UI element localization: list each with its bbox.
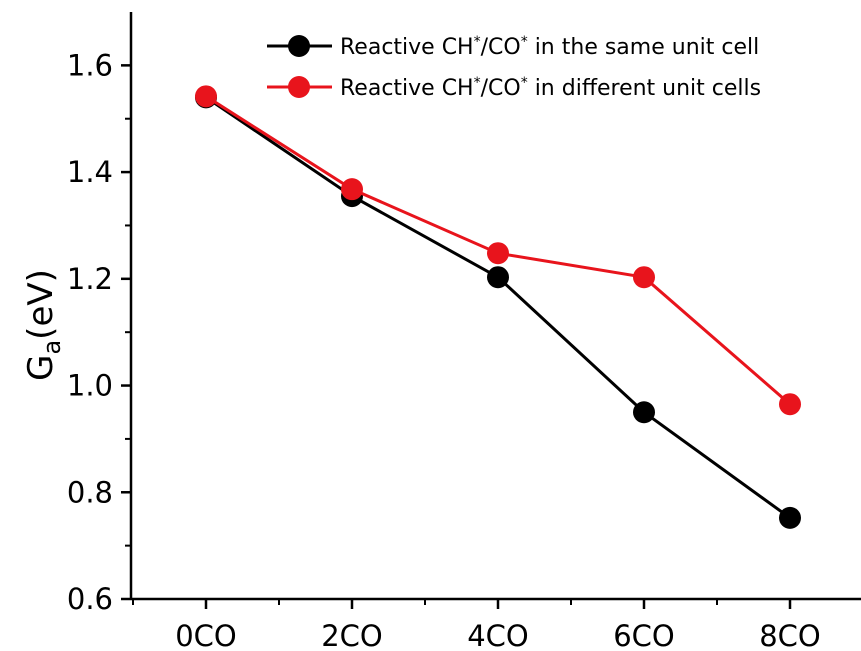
data-point — [487, 266, 509, 289]
series-1 — [195, 86, 801, 529]
legend-marker — [288, 76, 310, 98]
x-tick-label: 2CO — [321, 619, 383, 651]
legend-item: Reactive CH*/CO* in different unit cells — [267, 75, 761, 101]
series-2 — [195, 85, 801, 416]
y-axis-title: Ga(eV) — [21, 269, 66, 381]
legend: Reactive CH*/CO* in the same unit cell Re… — [267, 34, 761, 101]
legend-item: Reactive CH*/CO* in the same unit cell — [267, 34, 759, 60]
y-tick-label: 1.0 — [67, 369, 113, 403]
legend-label: Reactive CH*/CO* in the same unit cell — [340, 34, 759, 60]
data-point — [195, 85, 217, 108]
legend-label: Reactive CH*/CO* in different unit cells — [340, 75, 761, 101]
x-tick-label: 8CO — [759, 619, 821, 651]
x-tick-label: 4CO — [467, 619, 529, 651]
x-tick-label: 6CO — [613, 619, 675, 651]
data-point — [779, 393, 801, 416]
axes: 0.6 0.8 1.0 1.2 1.4 1.6 0CO 2CO 4CO 6CO 8CO — [67, 12, 861, 651]
y-ticks: 0.6 0.8 1.0 1.2 1.4 1.6 — [67, 48, 131, 616]
series-line — [205, 96, 791, 520]
data-point — [633, 266, 655, 289]
series-layer — [195, 85, 801, 529]
legend-marker — [288, 35, 310, 57]
x-tick-label: 0CO — [175, 619, 237, 651]
data-point — [341, 178, 363, 201]
x-ticks: 0CO 2CO 4CO 6CO 8CO — [132, 599, 821, 651]
y-tick-label: 1.2 — [67, 262, 113, 296]
y-tick-label: 1.6 — [67, 48, 113, 82]
data-point — [633, 401, 655, 424]
y-tick-label: 0.8 — [67, 475, 113, 509]
y-tick-label: 1.4 — [67, 155, 113, 189]
data-point — [779, 506, 801, 529]
y-tick-label: 0.6 — [67, 582, 113, 616]
data-point — [487, 242, 509, 265]
